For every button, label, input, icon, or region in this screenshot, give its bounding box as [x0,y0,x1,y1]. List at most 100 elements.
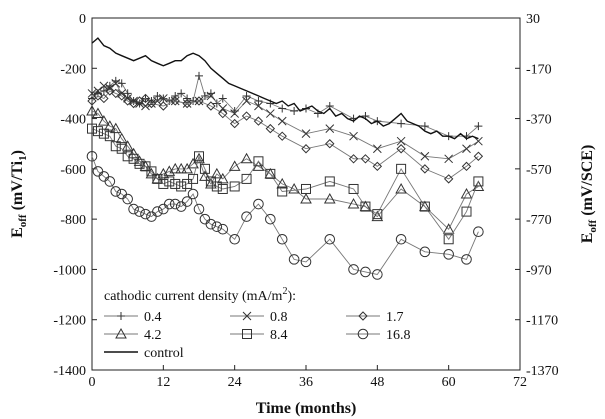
square-marker [122,151,133,162]
circle-marker [360,266,371,278]
diamond-marker [146,98,157,109]
right-y-tick-label: -770 [526,213,552,228]
x-marker [158,94,168,103]
square-marker [92,126,103,137]
legend-entry: 4.2 [104,327,162,343]
circle-marker [253,198,264,210]
diamond-marker [241,111,252,121]
square-marker [229,181,240,192]
plus-marker [123,89,132,98]
triangle-marker [181,162,193,174]
diamond-marker [93,91,103,101]
series-line [91,74,479,137]
square-marker [211,181,222,192]
legend-label: 0.4 [144,310,162,325]
circle-marker [443,249,454,260]
circle-marker [134,206,145,217]
legend-label: 0.8 [270,310,288,325]
diamond-marker [182,98,192,109]
series-control [91,37,479,140]
triangle-marker [103,120,116,131]
diamond-marker [105,86,115,96]
circle-marker [265,213,276,225]
legend-label: 8.4 [270,328,288,343]
diamond-marker [229,118,240,129]
x-tick-label: 0 [89,375,96,390]
legend-label: 4.2 [144,328,162,343]
diamond-marker [396,144,406,154]
triangle-marker [240,152,253,164]
series-line [91,82,479,160]
circle-marker [140,208,151,220]
diamond-marker [473,151,484,161]
series-8-4 [87,123,484,245]
legend-label: control [144,346,184,361]
diamond-marker [206,101,216,111]
legend-entry: 1.7 [346,310,404,325]
plus-marker [420,122,429,131]
triangle-marker [419,200,431,212]
circle-marker [163,198,175,210]
triangle-marker [228,160,241,171]
x-tick-label: 36 [299,375,313,390]
diamond-marker [420,164,430,174]
right-y-tick-label: -970 [526,263,552,278]
x-tick-label: 24 [228,375,242,390]
circle-marker [205,218,217,230]
diamond-marker [372,161,383,172]
series-line [91,110,479,230]
x-marker [474,136,483,146]
legend-entry: 16.8 [346,328,411,343]
x-marker [105,84,115,93]
left-y-tick-label: -1400 [53,364,86,379]
plus-marker [189,96,198,105]
circle-marker [276,233,288,245]
triangle-marker [127,147,140,159]
triangle-marker [216,172,229,184]
square-marker [277,186,288,197]
square-marker [146,166,157,177]
plus-marker [397,119,406,128]
triangle-marker [359,200,372,212]
diamond-marker [117,91,127,101]
left-y-axis-label: Eoff (mV/Ti1) [9,150,29,238]
plus-marker [290,107,299,116]
diamond-marker [348,154,359,164]
triangle-marker [347,198,360,209]
square-marker [419,201,430,212]
x-marker [420,151,430,161]
diamond-marker [325,139,335,149]
circle-marker [461,254,472,265]
square-marker [87,123,97,134]
triangle-marker [371,210,384,222]
series-line [91,156,479,276]
circle-marker [211,221,223,232]
triangle-marker [92,107,104,119]
x-tick-label: 12 [156,375,170,390]
right-y-tick-label: -370 [526,113,552,128]
diamond-marker [194,96,204,106]
x-marker [301,129,311,139]
square-marker [443,234,454,245]
left-y-tick-label: -1000 [53,263,86,278]
x-tick-label: 48 [370,375,384,390]
x-marker [444,154,454,164]
circle-marker [241,211,252,222]
triangle-marker [109,122,122,134]
plus-marker [117,79,126,88]
diamond-marker [170,96,180,106]
x-axis-label: Time (months) [256,400,357,417]
left-y-tick-label: -400 [60,113,86,128]
legend-entry: 0.4 [104,310,162,325]
square-marker [265,168,276,179]
right-y-tick-label: -170 [526,62,552,77]
circle-marker [110,186,122,197]
square-marker [104,131,115,142]
right-y-tick-label: -570 [526,163,552,178]
circle-marker [324,233,336,245]
circle-marker [193,203,205,215]
plus-marker [254,96,263,105]
right-y-tick-label: -1370 [526,364,559,379]
diamond-marker [265,123,276,134]
square-marker [473,176,484,187]
